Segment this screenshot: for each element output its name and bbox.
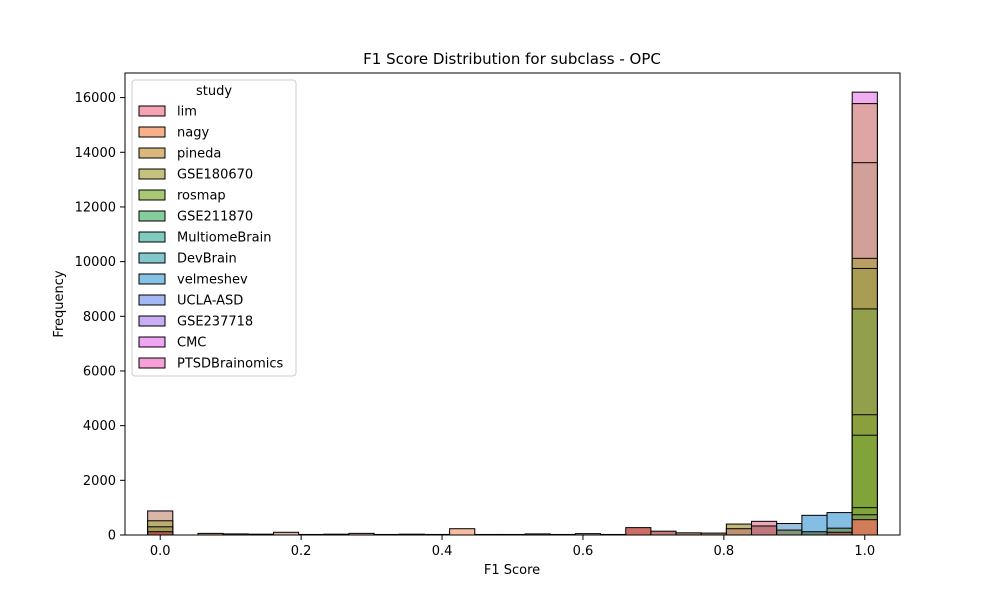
legend-title: study [196, 84, 232, 99]
y-tick-label: 6000 [83, 364, 116, 379]
legend-entry-label: UCLA-ASD [177, 294, 243, 309]
y-tick-label: 8000 [83, 310, 116, 325]
y-axis: 0 2000 4000 6000 8000 10000 12000 14000 16000 [75, 91, 125, 544]
histogram-bar-21 [625, 527, 652, 536]
y-tick-label: 4000 [83, 419, 116, 434]
legend-entry-label: GSE180670 [177, 168, 253, 183]
legend-entry-label: GSE211870 [177, 210, 253, 225]
legend-swatch [138, 168, 166, 180]
x-tick-label: 0.8 [714, 544, 735, 559]
y-tick-label: 10000 [75, 255, 116, 270]
legend-entry-label: GSE237718 [177, 315, 253, 330]
legend-entry-label: rosmap [177, 189, 226, 204]
legend-entries: lim nagy pineda GSE180670 rosmap GSE211870 Mul… [138, 105, 283, 372]
legend-swatch [138, 189, 166, 201]
legend-swatch [138, 273, 166, 285]
legend-swatch [138, 126, 166, 138]
y-tick-label: 16000 [75, 91, 116, 106]
legend-entry-label: CMC [177, 336, 206, 351]
histogram-bar-22 [650, 530, 677, 536]
histogram-bar-30 [776, 529, 803, 536]
histogram-bar-26 [725, 528, 753, 536]
legend-entry-label: DevBrain [177, 252, 237, 267]
y-tick-label: 0 [108, 529, 116, 544]
legend-frame [131, 79, 297, 377]
legend-swatch [138, 231, 166, 243]
x-tick-label: 0.2 [291, 544, 312, 559]
histogram-bar-28 [751, 525, 778, 536]
plot-area-frame [124, 72, 901, 536]
x-tick-label: 0.4 [432, 544, 453, 559]
legend-entry-label: nagy [177, 126, 209, 141]
histogram-bar-14 [449, 528, 476, 536]
y-tick-label: 14000 [75, 146, 116, 161]
histogram-bar-46 [851, 519, 878, 536]
legend-swatch [138, 357, 166, 369]
legend-swatch [138, 315, 166, 327]
legend-swatch [138, 336, 166, 348]
y-axis-label: Frequency [52, 270, 67, 337]
legend-swatch [138, 252, 166, 264]
legend-swatch [138, 147, 166, 159]
x-axis-label: F1 Score [484, 563, 540, 578]
bars-layer [147, 91, 878, 536]
y-tick-label: 12000 [75, 200, 116, 215]
chart-title: F1 Score Distribution for subclass - OPC [363, 50, 661, 68]
legend-swatch [138, 210, 166, 222]
x-axis: 0.0 0.2 0.4 0.6 0.8 1.0 [150, 535, 875, 559]
legend-swatch [138, 294, 166, 306]
x-tick-label: 0.6 [573, 544, 594, 559]
legend-entry-label: pineda [177, 147, 221, 162]
y-tick-label: 2000 [83, 474, 116, 489]
x-tick-label: 1.0 [854, 544, 875, 559]
legend-entry-label: MultiomeBrain [177, 231, 271, 246]
x-tick-label: 0.0 [150, 544, 171, 559]
legend-entry-label: velmeshev [177, 273, 248, 288]
legend: study lim nagy pineda GSE180670 rosmap GSE211… [131, 79, 297, 377]
legend-entry-label: PTSDBrainomics [177, 357, 283, 372]
legend-swatch [138, 105, 166, 117]
legend-entry-label: lim [177, 105, 197, 120]
